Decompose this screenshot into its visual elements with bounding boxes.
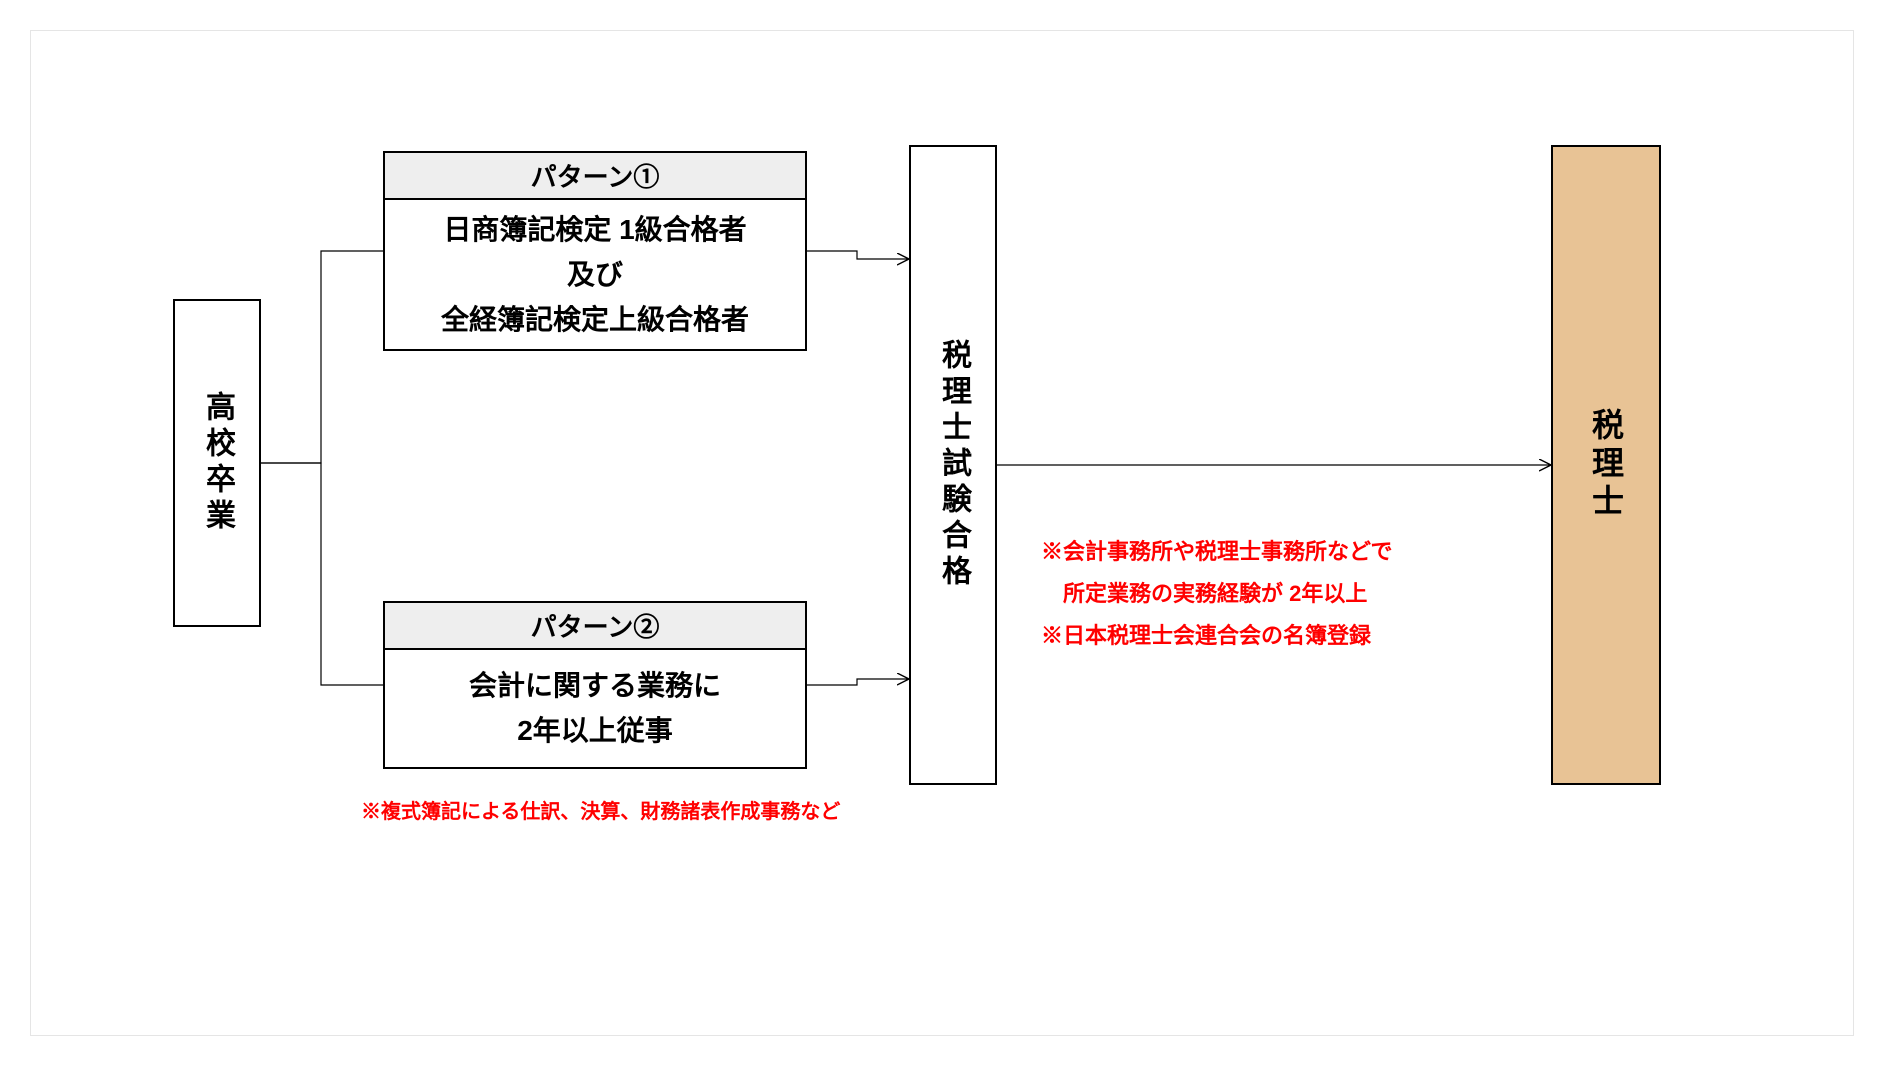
pattern1-line2: 及び xyxy=(567,253,623,298)
node-final: 税理士 xyxy=(1551,145,1661,785)
note-middle: ※会計事務所や税理士事務所などで 所定業務の実務経験が 2年以上 ※日本税理士会… xyxy=(1041,531,1393,656)
note-mid-line2: 所定業務の実務経験が 2年以上 xyxy=(1041,573,1393,615)
node-pattern2: パターン② 会計に関する業務に 2年以上従事 xyxy=(383,601,807,769)
diagram-canvas: 高校卒業 パターン① 日商簿記検定 1級合格者 及び 全経簿記検定上級合格者 パ… xyxy=(30,30,1854,1036)
edge-p1-exam xyxy=(807,251,909,259)
pattern1-line1: 日商簿記検定 1級合格者 xyxy=(443,208,746,253)
node-final-label: 税理士 xyxy=(1583,408,1629,522)
pattern1-body: 日商簿記検定 1級合格者 及び 全経簿記検定上級合格者 xyxy=(385,200,805,350)
pattern1-line3: 全経簿記検定上級合格者 xyxy=(441,298,749,343)
node-exam-label: 税理士試験合格 xyxy=(931,339,975,591)
pattern1-header: パターン① xyxy=(385,153,805,200)
note-mid-line4: ※日本税理士会連合会の名簿登録 xyxy=(1041,615,1393,657)
pattern2-header: パターン② xyxy=(385,603,805,650)
node-start: 高校卒業 xyxy=(173,299,261,627)
edge-p2-exam xyxy=(807,679,909,685)
pattern2-body: 会計に関する業務に 2年以上従事 xyxy=(385,650,805,767)
pattern2-line1: 会計に関する業務に xyxy=(469,664,721,709)
node-pattern1: パターン① 日商簿記検定 1級合格者 及び 全経簿記検定上級合格者 xyxy=(383,151,807,351)
pattern2-line2: 2年以上従事 xyxy=(517,709,673,754)
note-mid-line1: ※会計事務所や税理士事務所などで xyxy=(1041,531,1393,573)
node-start-label: 高校卒業 xyxy=(195,391,239,535)
note-pattern2: ※複式簿記による仕訳、決算、財務諸表作成事務など xyxy=(361,793,840,831)
node-exam: 税理士試験合格 xyxy=(909,145,997,785)
edge-start-p2 xyxy=(261,463,383,685)
edge-start-p1 xyxy=(261,251,383,463)
